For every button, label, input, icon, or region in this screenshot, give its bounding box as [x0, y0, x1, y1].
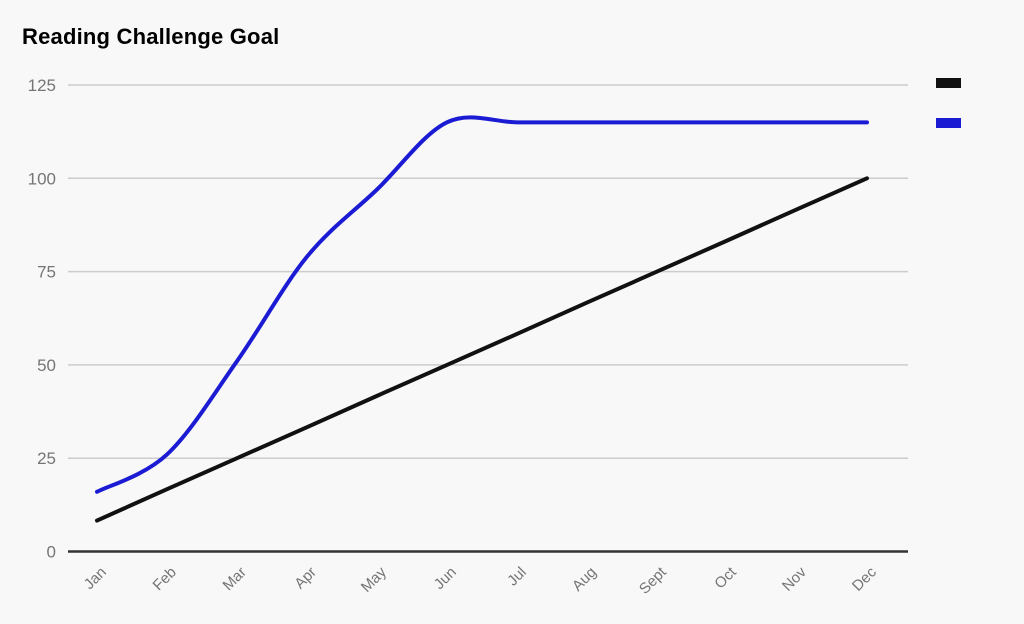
black-goal-pace-line[interactable]: [95, 176, 869, 523]
y-tick-label: 0: [47, 543, 56, 562]
y-tick-label: 25: [37, 449, 56, 468]
x-tick-label: Feb: [150, 564, 180, 594]
black-series-swatch[interactable]: [936, 78, 961, 88]
x-tick-label: Jun: [431, 564, 460, 593]
x-tick-label: Sept: [636, 563, 670, 597]
x-tick-label: Nov: [779, 563, 810, 594]
chart-title: Reading Challenge Goal: [22, 24, 280, 49]
x-tick-label: Jan: [81, 564, 110, 593]
x-tick-label: May: [358, 563, 390, 595]
x-tick-label: Oct: [711, 563, 740, 592]
x-tick-label: Aug: [569, 564, 600, 595]
x-tick-label: Dec: [849, 563, 880, 594]
y-tick-label: 125: [28, 76, 56, 95]
x-tick-label: Jul: [504, 564, 530, 590]
y-tick-label: 50: [37, 356, 56, 375]
blue-progress-line[interactable]: [95, 115, 869, 494]
y-tick-label: 75: [37, 263, 56, 282]
blue-series-swatch[interactable]: [936, 118, 961, 128]
y-tick-label: 100: [28, 169, 56, 188]
x-tick-label: Mar: [220, 564, 250, 594]
x-tick-label: Apr: [291, 564, 320, 593]
